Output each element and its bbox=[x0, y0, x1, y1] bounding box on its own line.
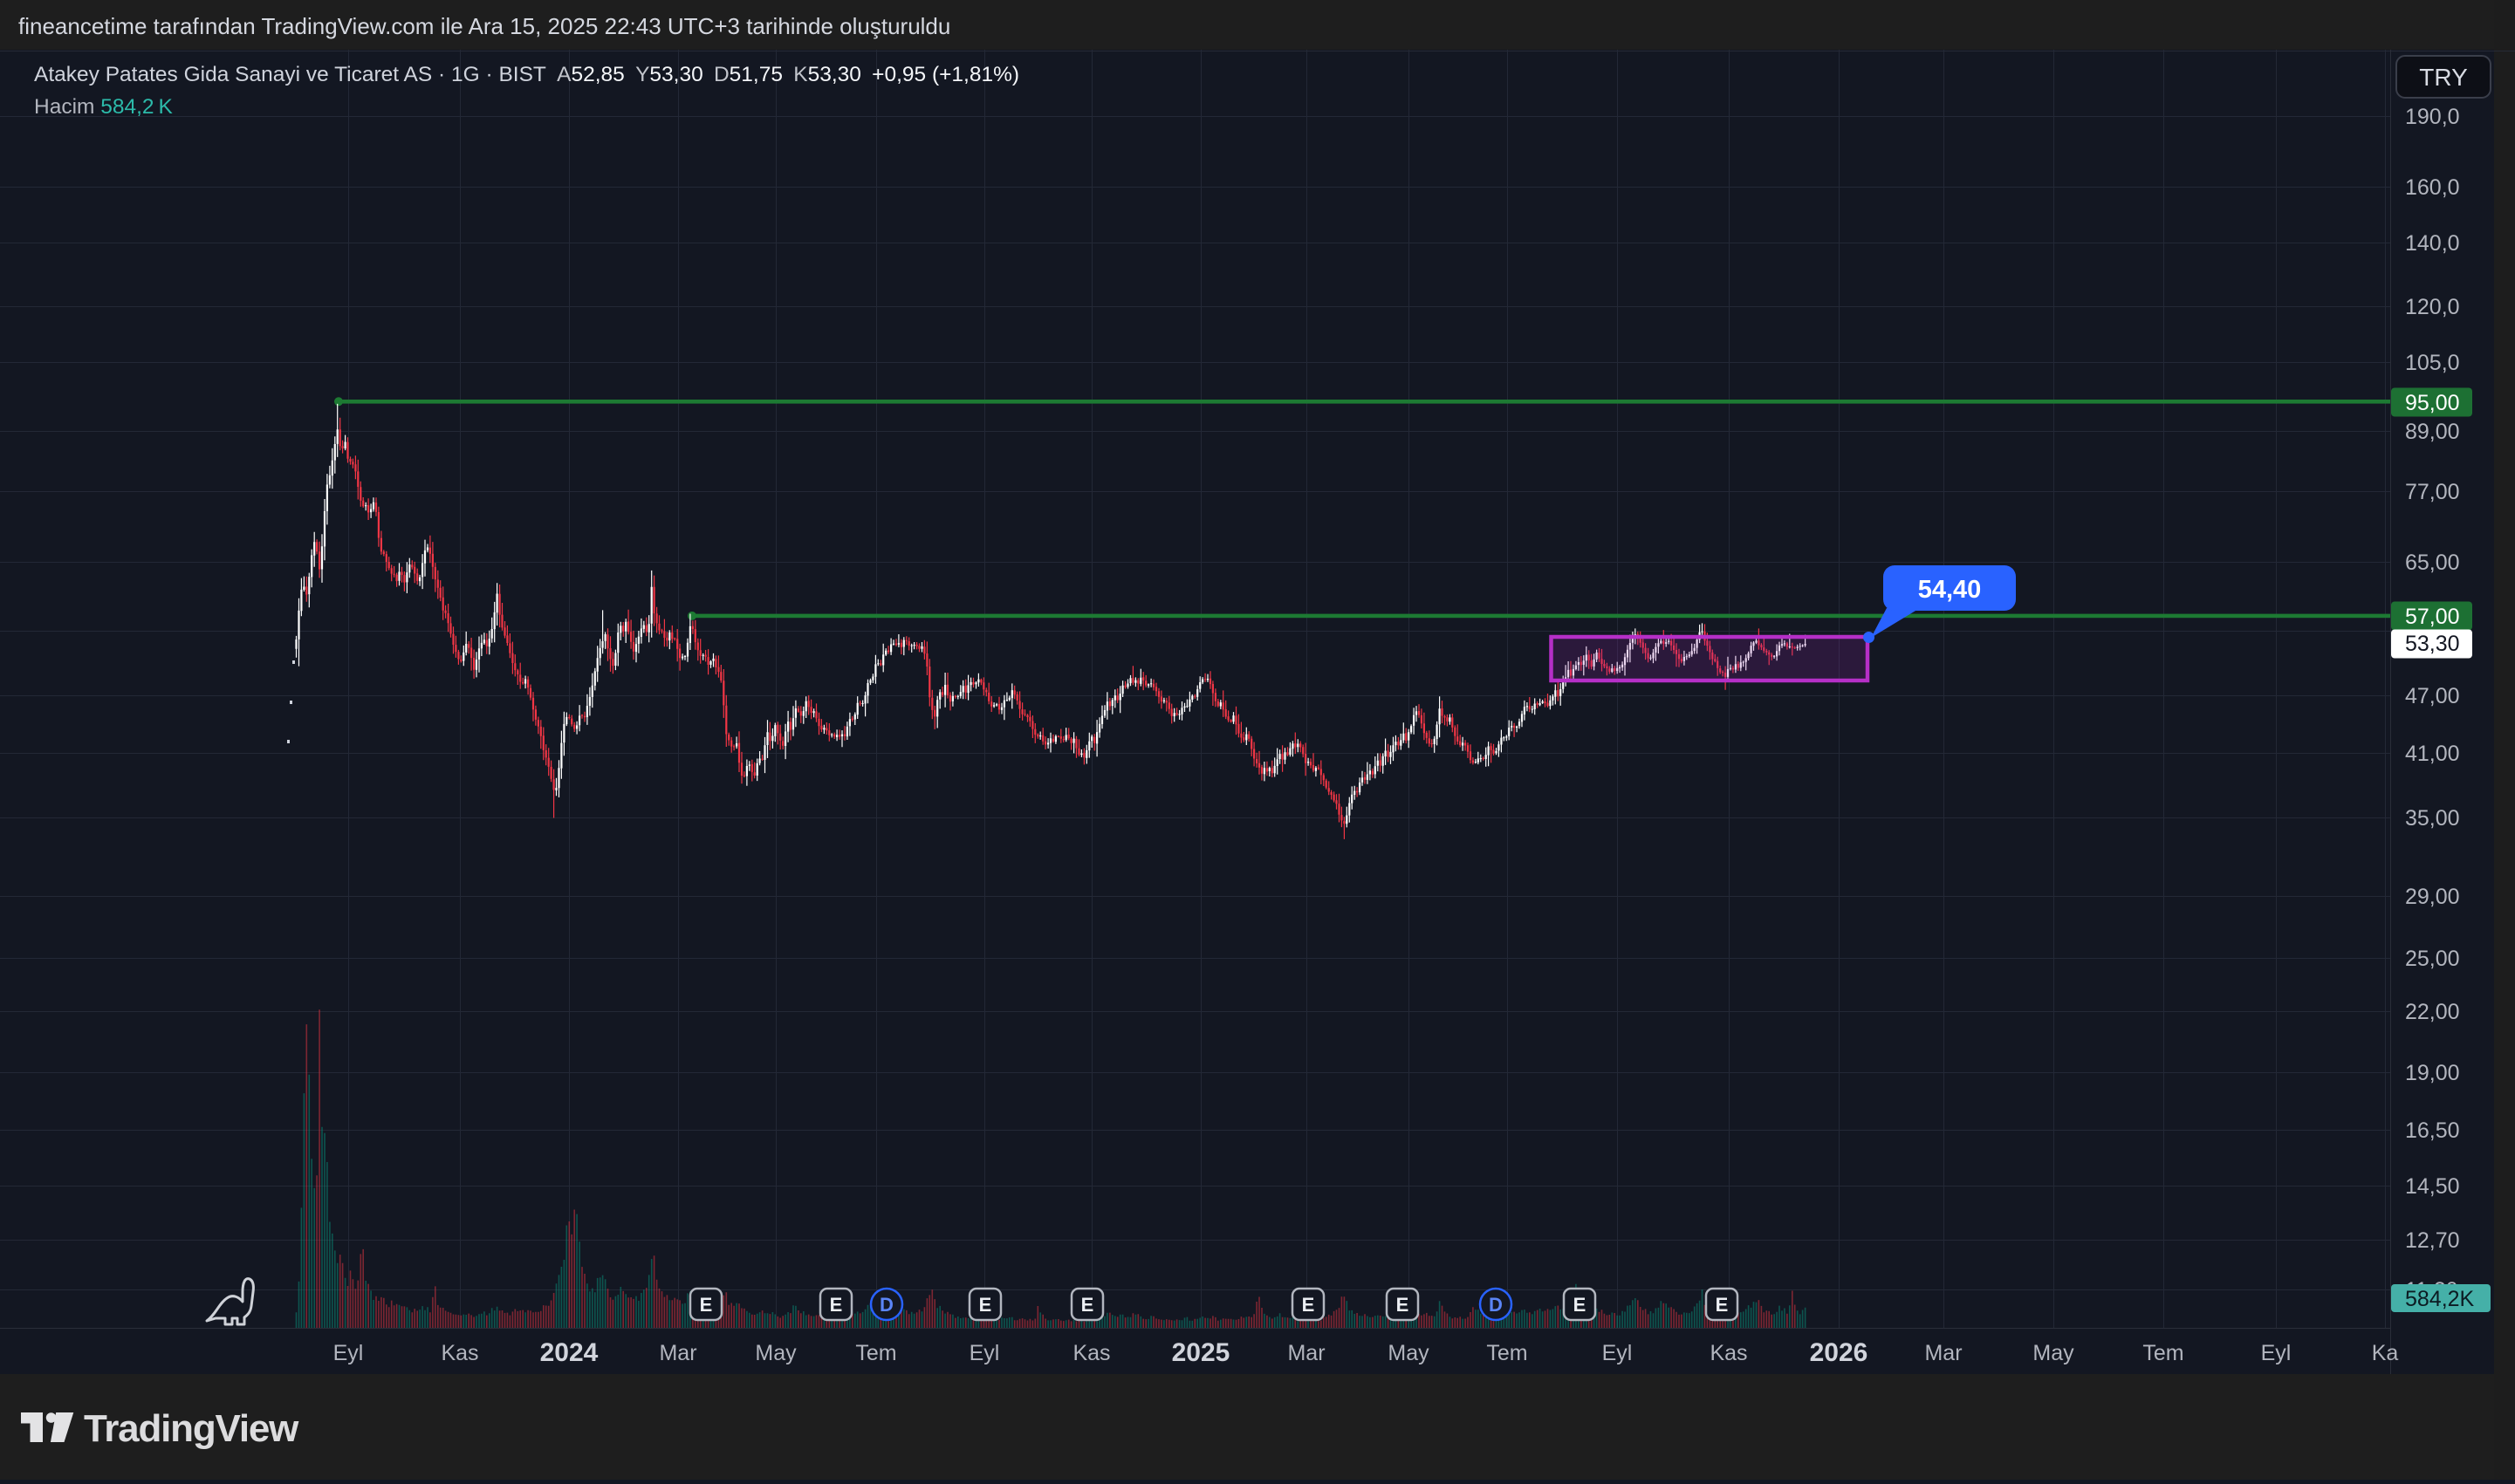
svg-text:E: E bbox=[979, 1294, 992, 1316]
svg-text:57,00: 57,00 bbox=[2405, 605, 2460, 629]
svg-text:22,00: 22,00 bbox=[2405, 1000, 2460, 1024]
svg-text:2024: 2024 bbox=[540, 1338, 599, 1367]
svg-text:TradingView: TradingView bbox=[84, 1407, 299, 1450]
svg-text:2025: 2025 bbox=[1172, 1338, 1230, 1367]
svg-text:Eyl: Eyl bbox=[333, 1341, 364, 1365]
svg-text:May: May bbox=[755, 1341, 797, 1365]
svg-text:Tem: Tem bbox=[855, 1341, 896, 1365]
svg-text:140,0: 140,0 bbox=[2405, 231, 2460, 256]
svg-text:Kas: Kas bbox=[441, 1341, 478, 1365]
svg-text:12,70: 12,70 bbox=[2405, 1228, 2460, 1253]
svg-text:E: E bbox=[1573, 1294, 1586, 1316]
svg-text:D: D bbox=[880, 1294, 894, 1316]
svg-text:89,00: 89,00 bbox=[2405, 420, 2460, 444]
svg-text:41,00: 41,00 bbox=[2405, 742, 2460, 766]
svg-text:53,30: 53,30 bbox=[2405, 632, 2460, 656]
svg-text:Kas: Kas bbox=[1710, 1341, 1747, 1365]
svg-text:105,0: 105,0 bbox=[2405, 351, 2460, 375]
svg-text:Ka: Ka bbox=[2372, 1341, 2399, 1365]
svg-text:584,2K: 584,2K bbox=[2405, 1287, 2475, 1311]
svg-text:19,00: 19,00 bbox=[2405, 1061, 2460, 1085]
svg-text:Mar: Mar bbox=[659, 1341, 696, 1365]
svg-text:47,00: 47,00 bbox=[2405, 684, 2460, 708]
svg-text:Eyl: Eyl bbox=[1602, 1341, 1633, 1365]
svg-text:16,50: 16,50 bbox=[2405, 1118, 2460, 1143]
svg-text:Eyl: Eyl bbox=[2261, 1341, 2292, 1365]
svg-text:35,00: 35,00 bbox=[2405, 806, 2460, 831]
svg-text:14,50: 14,50 bbox=[2405, 1174, 2460, 1199]
svg-text:54,40: 54,40 bbox=[1918, 576, 1982, 604]
svg-text:120,0: 120,0 bbox=[2405, 295, 2460, 319]
svg-text:Tem: Tem bbox=[1486, 1341, 1527, 1365]
svg-text:D: D bbox=[1489, 1294, 1503, 1316]
svg-text:E: E bbox=[1396, 1294, 1409, 1316]
svg-text:Mar: Mar bbox=[1924, 1341, 1962, 1365]
svg-text:95,00: 95,00 bbox=[2405, 391, 2460, 415]
svg-text:E: E bbox=[1302, 1294, 1315, 1316]
svg-text:Eyl: Eyl bbox=[970, 1341, 1000, 1365]
svg-text:160,0: 160,0 bbox=[2405, 175, 2460, 200]
svg-text:190,0: 190,0 bbox=[2405, 105, 2460, 129]
svg-text:Mar: Mar bbox=[1287, 1341, 1325, 1365]
svg-text:2026: 2026 bbox=[1810, 1338, 1868, 1367]
svg-text:E: E bbox=[1716, 1294, 1729, 1316]
svg-text:fineancetime tarafından Tradin: fineancetime tarafından TradingView.com … bbox=[18, 13, 950, 39]
svg-text:29,00: 29,00 bbox=[2405, 885, 2460, 909]
svg-text:65,00: 65,00 bbox=[2405, 551, 2460, 575]
svg-text:E: E bbox=[1081, 1294, 1094, 1316]
svg-text:E: E bbox=[830, 1294, 843, 1316]
svg-text:Kas: Kas bbox=[1072, 1341, 1110, 1365]
svg-text:Atakey Patates Gida Sanayi ve: Atakey Patates Gida Sanayi ve Ticaret AS… bbox=[34, 63, 1019, 86]
svg-text:Tem: Tem bbox=[2142, 1341, 2183, 1365]
svg-text:May: May bbox=[2032, 1341, 2074, 1365]
svg-text:TRY: TRY bbox=[2419, 64, 2468, 91]
svg-text:77,00: 77,00 bbox=[2405, 480, 2460, 504]
svg-text:25,00: 25,00 bbox=[2405, 947, 2460, 971]
svg-text:E: E bbox=[700, 1294, 713, 1316]
svg-text:May: May bbox=[1388, 1341, 1429, 1365]
svg-text:Hacim 584,2 K: Hacim 584,2 K bbox=[34, 95, 173, 119]
